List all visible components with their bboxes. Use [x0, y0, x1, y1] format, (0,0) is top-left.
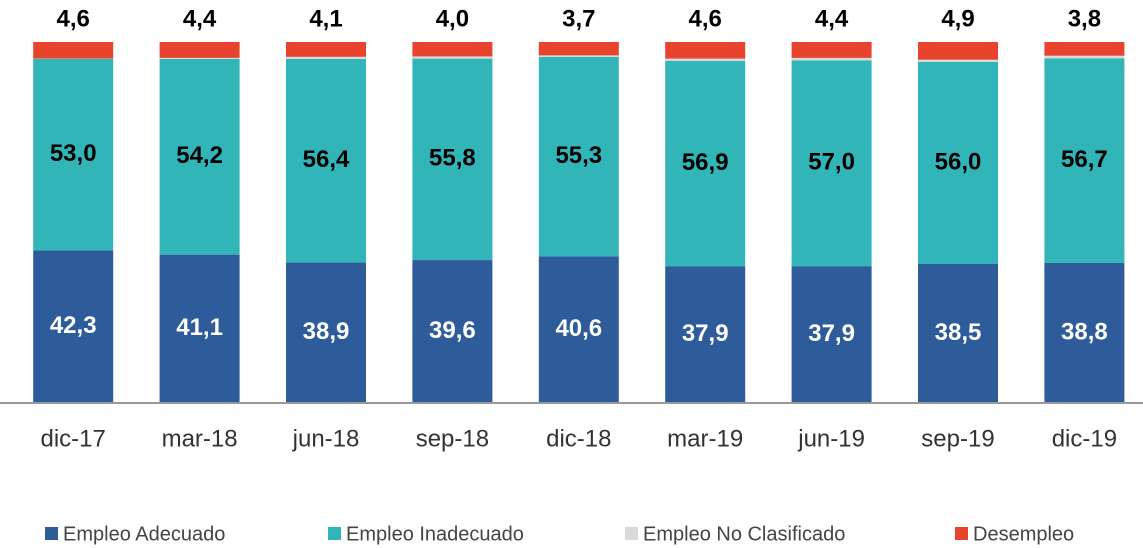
bar-segment: [791, 42, 872, 58]
value-label: 39,6: [429, 317, 476, 344]
bar-segment: [791, 57, 872, 61]
bar-segment: [286, 58, 366, 263]
bar-segment: [918, 59, 998, 62]
bar-segment: [538, 42, 619, 56]
value-label: 56,9: [682, 149, 729, 176]
bar-segment: [791, 266, 872, 403]
x-tick-label: mar-18: [162, 425, 238, 452]
value-label: 40,6: [555, 315, 602, 342]
bar-segment: [286, 262, 366, 403]
x-tick-label: dic-17: [41, 425, 106, 452]
bar-segment: [33, 250, 114, 403]
bar-segment: [538, 55, 619, 57]
bar-segment: [665, 60, 746, 267]
bar-segment: [412, 260, 493, 403]
value-label: 38,5: [935, 319, 982, 346]
x-tick-label: mar-19: [667, 425, 743, 452]
legend-label: Empleo Adecuado: [63, 523, 225, 545]
value-label: 37,9: [808, 320, 855, 347]
bar-segment: [286, 42, 366, 57]
bar-segment: [1044, 262, 1125, 403]
value-label: 38,8: [1061, 318, 1108, 345]
legend-label: Empleo No Clasificado: [643, 523, 845, 545]
value-label: 4,1: [309, 5, 342, 32]
legend-label: Desempleo: [973, 523, 1074, 545]
value-label: 41,1: [176, 314, 223, 341]
legend-swatch: [328, 527, 341, 540]
x-tick-label: sep-18: [416, 425, 489, 452]
legend-label: Empleo Inadecuado: [346, 523, 524, 545]
value-label: 56,4: [303, 146, 350, 173]
x-tick-label: jun-18: [292, 425, 360, 452]
bar-segment: [412, 42, 493, 57]
bar-segment: [665, 58, 746, 61]
x-tick-label: dic-19: [1052, 425, 1117, 452]
legend-swatch: [45, 527, 58, 540]
value-label: 57,0: [808, 149, 855, 176]
value-label: 3,7: [562, 5, 595, 32]
bar-segment: [918, 42, 998, 60]
x-tick-label: dic-18: [546, 425, 611, 452]
bar-segment: [665, 42, 746, 59]
bar-segment: [538, 56, 619, 257]
bar-segment: [33, 58, 114, 251]
bar-segment: [159, 42, 240, 58]
x-tick-label: jun-19: [797, 425, 865, 452]
bar-segment: [159, 58, 240, 255]
value-label: 37,9: [682, 320, 729, 347]
bar-segment: [1044, 58, 1125, 263]
value-label: 4,0: [436, 5, 469, 32]
value-label: 56,7: [1061, 146, 1108, 173]
bar-segment: [665, 266, 746, 403]
bar-segment: [33, 42, 114, 59]
bar-segment: [159, 254, 240, 403]
value-label: 55,8: [429, 145, 476, 172]
value-label: 4,4: [183, 5, 217, 32]
value-label: 3,8: [1068, 5, 1101, 32]
bar-segment: [918, 61, 998, 265]
value-label: 53,0: [50, 140, 97, 167]
value-label: 38,9: [303, 318, 350, 345]
value-label: 4,6: [689, 5, 722, 32]
value-label: 4,6: [57, 5, 90, 32]
bar-segment: [1044, 55, 1125, 59]
bar-segment: [1044, 42, 1125, 56]
bar-segment: [791, 60, 872, 267]
value-label: 55,3: [555, 142, 602, 169]
legend-swatch: [625, 527, 638, 540]
legend-swatch: [955, 527, 968, 540]
value-label: 4,9: [941, 5, 974, 32]
bar-segment: [412, 58, 493, 261]
value-label: 4,4: [815, 5, 849, 32]
value-label: 54,2: [176, 142, 223, 169]
value-label: 42,3: [50, 312, 97, 339]
bar-segment: [918, 264, 998, 403]
bar-segment: [538, 256, 619, 403]
x-tick-label: sep-19: [921, 425, 994, 452]
bar-segment: [412, 56, 493, 59]
bar-segment: [286, 56, 366, 59]
bar-segment: [159, 57, 240, 59]
value-label: 56,0: [935, 148, 982, 175]
